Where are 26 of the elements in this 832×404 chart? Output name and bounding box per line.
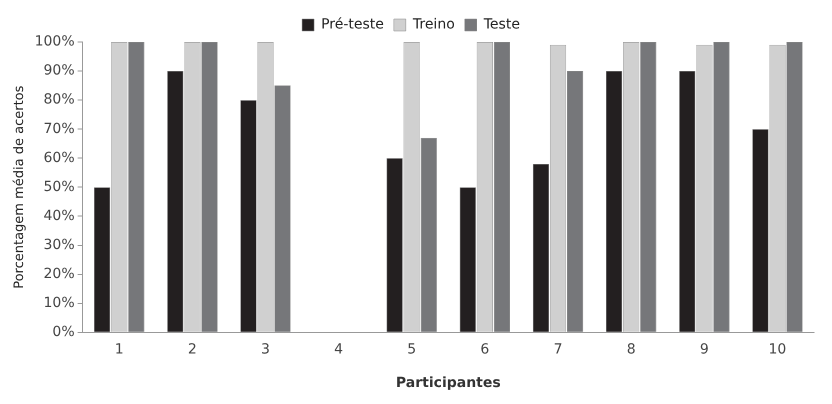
x-tick-label: 8 <box>626 341 636 358</box>
x-tick-label: 9 <box>700 341 709 358</box>
x-tick-label: 3 <box>261 341 270 358</box>
y-tick-label: 0% <box>52 324 75 340</box>
legend-label: Treino <box>412 16 455 33</box>
x-tick-label: 2 <box>188 341 197 358</box>
x-tick-label: 4 <box>334 341 344 358</box>
y-tick-label: 70% <box>44 120 75 137</box>
y-tick-label: 40% <box>44 208 75 224</box>
x-tick-label: 5 <box>407 341 416 358</box>
y-tick-label: 20% <box>44 266 75 282</box>
y-tick-label: 80% <box>44 92 75 108</box>
y-tick-label: 30% <box>44 236 75 253</box>
y-tick-label: 60% <box>44 150 75 166</box>
x-tick-label: 10 <box>768 341 786 358</box>
y-axis-title: Porcentagem média de acertos <box>12 85 28 289</box>
x-axis-title: Participantes <box>396 375 501 392</box>
x-tick-label: 1 <box>114 341 124 358</box>
legend-label: Teste <box>482 16 520 33</box>
y-tick-label: 90% <box>44 62 75 79</box>
x-tick-label: 7 <box>554 341 562 358</box>
x-tick-label: 6 <box>480 341 490 358</box>
y-tick-label: 50% <box>44 178 75 195</box>
y-tick-label: 100% <box>34 34 75 50</box>
legend-label: Pré-teste <box>321 16 384 33</box>
y-tick-label: 10% <box>44 295 75 311</box>
